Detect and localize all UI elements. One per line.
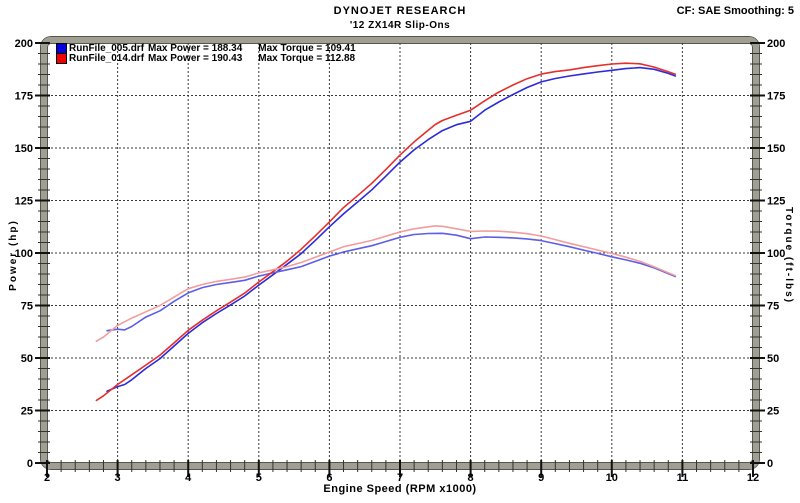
power-tick-label: 175	[15, 91, 33, 103]
legend-row-runfile005: RunFile_005.drf Max Power = 188.34 Max T…	[56, 42, 356, 54]
torque-tick-label: 100	[767, 248, 785, 260]
runfile014-filename: RunFile_014.drf	[69, 52, 145, 64]
curve-runfile005-power	[106, 66, 677, 393]
curve-runfile014-power	[95, 62, 677, 402]
runfile014-swatch-icon	[56, 52, 67, 64]
power-tick-label: 150	[15, 143, 33, 155]
run-title: '12 ZX14R Slip-Ons	[349, 20, 451, 31]
legend-row-runfile014: RunFile_014.drf Max Power = 190.43 Max T…	[56, 52, 356, 64]
torque-tick-label: 200	[767, 38, 785, 50]
x-tick-label: 4	[185, 472, 192, 484]
torque-tick-label: 0	[767, 458, 773, 470]
power-tick-label: 200	[15, 38, 33, 50]
brand-title: DYNOJET RESEARCH	[333, 5, 467, 17]
x-tick-label: 12	[747, 472, 759, 484]
power-tick-label: 75	[21, 301, 33, 313]
torque-tick-label: 150	[767, 143, 785, 155]
x-tick-label: 6	[326, 472, 332, 484]
torque-tick-label: 175	[767, 91, 785, 103]
runfile005-max-power: Max Power = 188.34	[148, 42, 243, 54]
power-tick-label: 50	[21, 353, 33, 365]
x-tick-label: 7	[397, 472, 403, 484]
legend: RunFile_005.drf Max Power = 188.34 Max T…	[56, 42, 356, 64]
runfile005-max-torque: Max Torque = 109.41	[258, 42, 356, 54]
power-tick-label: 125	[15, 196, 33, 208]
torque-tick-label: 50	[767, 353, 779, 365]
power-tick-label: 100	[15, 248, 33, 260]
torque-tick-label: 125	[767, 196, 785, 208]
x-tick-label: 9	[538, 472, 544, 484]
x-tick-label: 11	[677, 472, 689, 484]
rpm-axis-label: Engine Speed (RPM x1000)	[323, 483, 477, 495]
x-tick-label: 3	[115, 472, 121, 484]
runfile014-max-torque: Max Torque = 112.88	[258, 52, 356, 64]
power-tick-label: 0	[27, 458, 33, 470]
torque-tick-label: 75	[767, 301, 779, 313]
x-tick-label: 2	[44, 472, 50, 484]
x-tick-label: 10	[606, 472, 618, 484]
torque-tick-label: 25	[767, 406, 779, 418]
x-tick-label: 8	[468, 472, 474, 484]
runfile014-max-power: Max Power = 190.43	[148, 52, 243, 64]
power-tick-label: 25	[21, 406, 33, 418]
correction-smoothing-label: CF: SAE Smoothing: 5	[676, 5, 794, 17]
runfile005-filename: RunFile_005.drf	[69, 42, 145, 54]
curve-runfile014-torque	[95, 225, 677, 343]
curve-runfile005-torque	[106, 232, 677, 332]
x-tick-label: 5	[256, 472, 262, 484]
